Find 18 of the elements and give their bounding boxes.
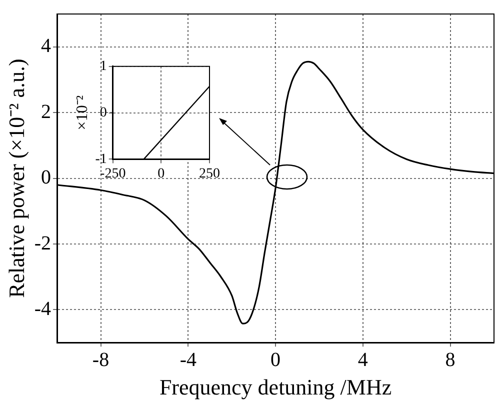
x-tick-label: 250 <box>199 166 220 182</box>
x-tick-label: -8 <box>92 348 110 371</box>
x-tick-label: 0 <box>158 166 165 182</box>
x-tick-label: 0 <box>270 348 281 371</box>
x-axis-title: Frequency detuning /MHz <box>159 374 392 400</box>
y-tick-label: 2 <box>41 100 52 123</box>
y-axis-title: ×10⁻² <box>74 95 91 130</box>
x-tick-label: -4 <box>180 348 196 371</box>
y-tick-label: 4 <box>41 35 52 58</box>
y-tick-label: -1 <box>95 152 107 167</box>
x-tick-label: 4 <box>358 348 368 371</box>
y-tick-label: 0 <box>100 105 107 120</box>
y-tick-label: 1 <box>100 59 107 74</box>
y-tick-label: -2 <box>34 232 52 254</box>
y-tick-label: -4 <box>34 298 52 320</box>
x-tick-label: -250 <box>100 166 126 182</box>
y-axis-title: Relative power (×10⁻² a.u.) <box>4 58 29 298</box>
x-tick-label: 8 <box>445 348 456 371</box>
